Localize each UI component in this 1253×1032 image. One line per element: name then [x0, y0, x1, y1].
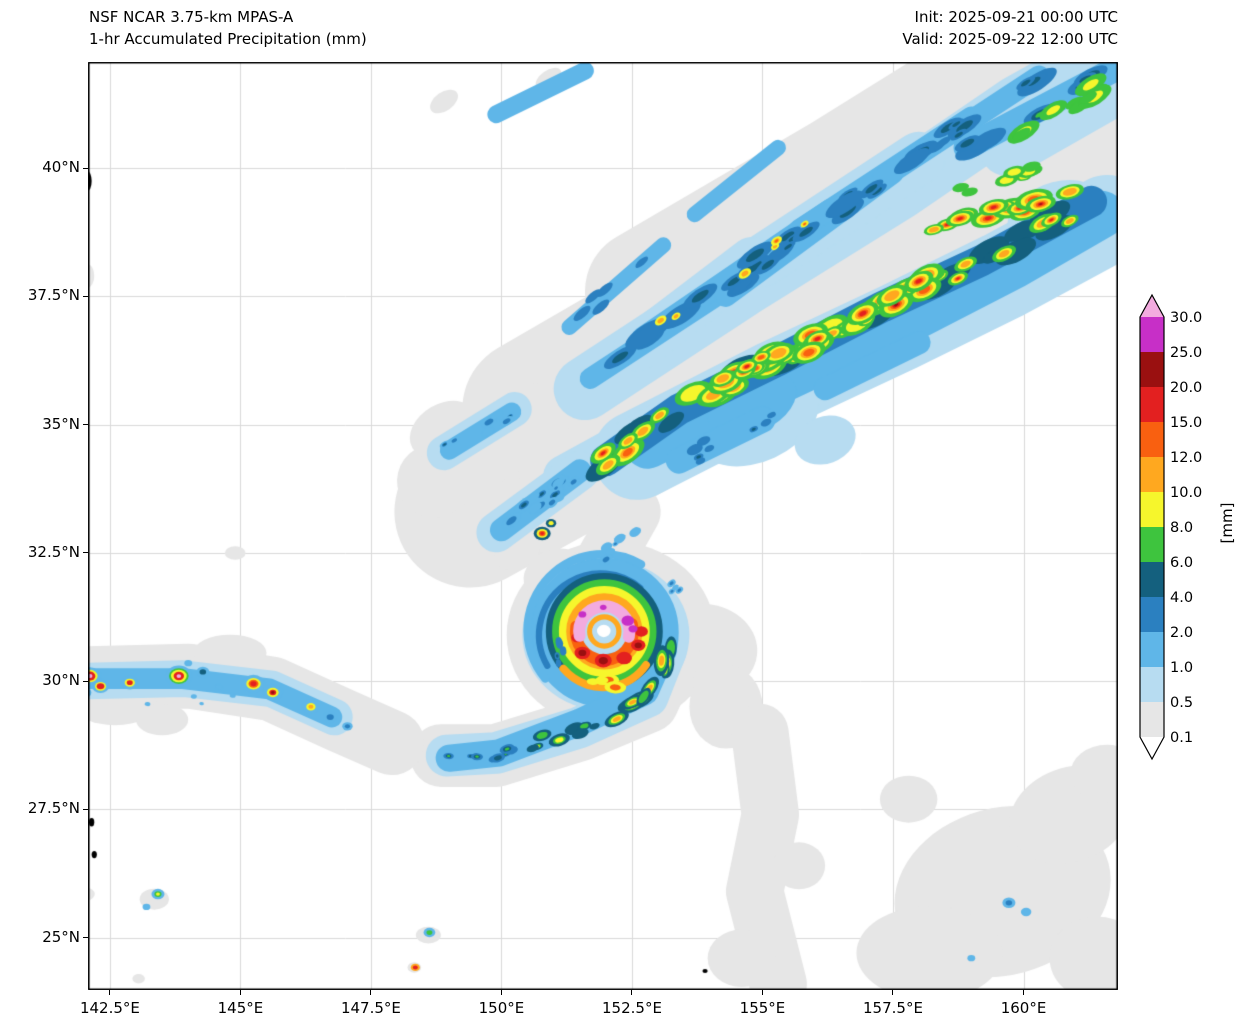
svg-text:0.1: 0.1 — [1170, 730, 1193, 746]
svg-text:30.0: 30.0 — [1170, 310, 1202, 326]
x-axis-tick — [500, 990, 502, 995]
x-axis-tick-label: 152.5°E — [602, 999, 662, 1017]
x-axis-tick — [109, 990, 111, 995]
svg-text:10.0: 10.0 — [1170, 485, 1202, 501]
x-axis-tick — [1023, 990, 1024, 995]
svg-text:12.0: 12.0 — [1170, 450, 1202, 466]
y-axis-tick — [83, 552, 88, 554]
y-axis-tick-label: 27.5°N — [27, 799, 80, 818]
y-axis-tick — [83, 295, 88, 297]
x-axis-tick-label: 150°E — [478, 999, 525, 1017]
x-axis-tick-label: 142.5°E — [79, 999, 140, 1017]
x-axis-tick-label: 155°E — [739, 999, 786, 1017]
product-title: 1-hr Accumulated Precipitation (mm) — [89, 30, 367, 48]
svg-text:20.0: 20.0 — [1170, 380, 1202, 396]
x-axis-tick — [892, 990, 894, 995]
y-axis-tick — [83, 424, 88, 426]
svg-text:8.0: 8.0 — [1170, 520, 1193, 536]
svg-text:15.0: 15.0 — [1170, 415, 1202, 431]
y-axis-tick — [83, 680, 88, 682]
svg-text:1.0: 1.0 — [1170, 660, 1193, 676]
svg-text:25.0: 25.0 — [1170, 345, 1202, 361]
x-axis-tick — [631, 990, 633, 995]
model-title: NSF NCAR 3.75-km MPAS-A — [89, 8, 294, 26]
y-axis-tick — [83, 808, 88, 810]
svg-text:0.5: 0.5 — [1170, 695, 1193, 711]
svg-text:4.0: 4.0 — [1170, 590, 1193, 606]
colorbar-unit-label: [mm] — [1218, 502, 1236, 544]
x-axis-tick-label: 145°E — [217, 999, 264, 1017]
x-axis-tick — [761, 990, 763, 995]
x-axis-tick — [370, 990, 372, 995]
x-axis-tick-label: 160°E — [1000, 999, 1047, 1017]
init-time: Init: 2025-09-21 00:00 UTC — [914, 8, 1118, 26]
y-axis-tick-label: 30°N — [42, 671, 80, 690]
x-axis-tick-label: 147.5°E — [340, 999, 401, 1017]
precip-map-canvas — [88, 62, 1118, 990]
y-axis-tick — [83, 937, 88, 939]
y-axis-tick-label: 40°N — [42, 158, 80, 177]
valid-time: Valid: 2025-09-22 12:00 UTC — [902, 30, 1118, 48]
x-axis-tick — [239, 990, 241, 995]
y-axis-tick-label: 35°N — [42, 414, 80, 433]
y-axis-tick — [83, 167, 88, 169]
colorbar: 0.1 0.5 1.0 2.0 4.0 6.0 8.0 10.0 12.0 15.0 20.0 25.… — [1136, 292, 1216, 768]
y-axis-tick-label: 37.5°N — [27, 286, 80, 305]
x-axis-tick-label: 157.5°E — [863, 999, 923, 1017]
y-axis-tick-label: 32.5°N — [27, 542, 80, 561]
svg-text:2.0: 2.0 — [1170, 625, 1193, 641]
svg-text:6.0: 6.0 — [1170, 555, 1193, 571]
y-axis-tick-label: 25°N — [42, 927, 80, 946]
